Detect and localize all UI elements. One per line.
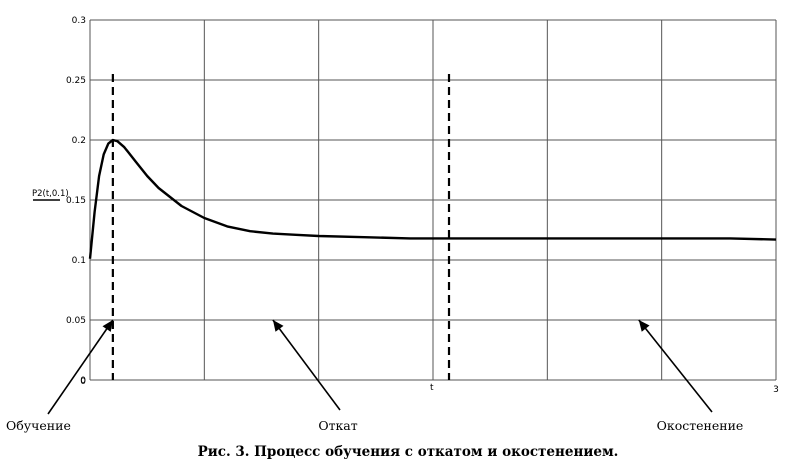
y-tick-label: 0 xyxy=(80,376,86,386)
annotation-arrow xyxy=(272,319,341,411)
y-tick-labels: 0 0.05 0.1 0.15 0.2 0.25 0.3 xyxy=(66,16,86,386)
series-line xyxy=(88,138,777,259)
y-axis-label: P2(t,0.1) xyxy=(32,189,69,199)
annotation-arrow xyxy=(47,319,114,415)
y-tick-label: 0.3 xyxy=(72,16,86,26)
series xyxy=(88,138,777,259)
x-tick-labels: 03 xyxy=(80,377,779,395)
y-tick-label: 0.2 xyxy=(72,136,86,146)
annotation-arrowhead xyxy=(272,320,284,332)
annotation-label: Откат xyxy=(318,418,357,433)
y-tick-label: 0.25 xyxy=(66,76,86,86)
y-tick-label: 0.1 xyxy=(72,256,86,266)
x-tick-label: 0 xyxy=(80,377,86,387)
figure-caption: Рис. 3. Процесс обучения с откатом и око… xyxy=(198,444,619,460)
phase-dividers xyxy=(111,74,451,380)
annotation-arrow xyxy=(638,319,713,413)
annotation-arrowhead xyxy=(102,320,113,332)
y-tick-label: 0.05 xyxy=(66,316,86,326)
x-tick-label: 3 xyxy=(773,385,779,395)
y-tick-label: 0.15 xyxy=(66,196,86,206)
annotations: Обучение Откат Окостенение xyxy=(6,319,744,433)
annotation-label: Обучение xyxy=(6,418,71,433)
annotation-label: Окостенение xyxy=(657,418,744,433)
grid xyxy=(89,19,777,381)
annotation-arrowhead xyxy=(638,320,650,332)
x-axis-label: t xyxy=(430,383,434,393)
